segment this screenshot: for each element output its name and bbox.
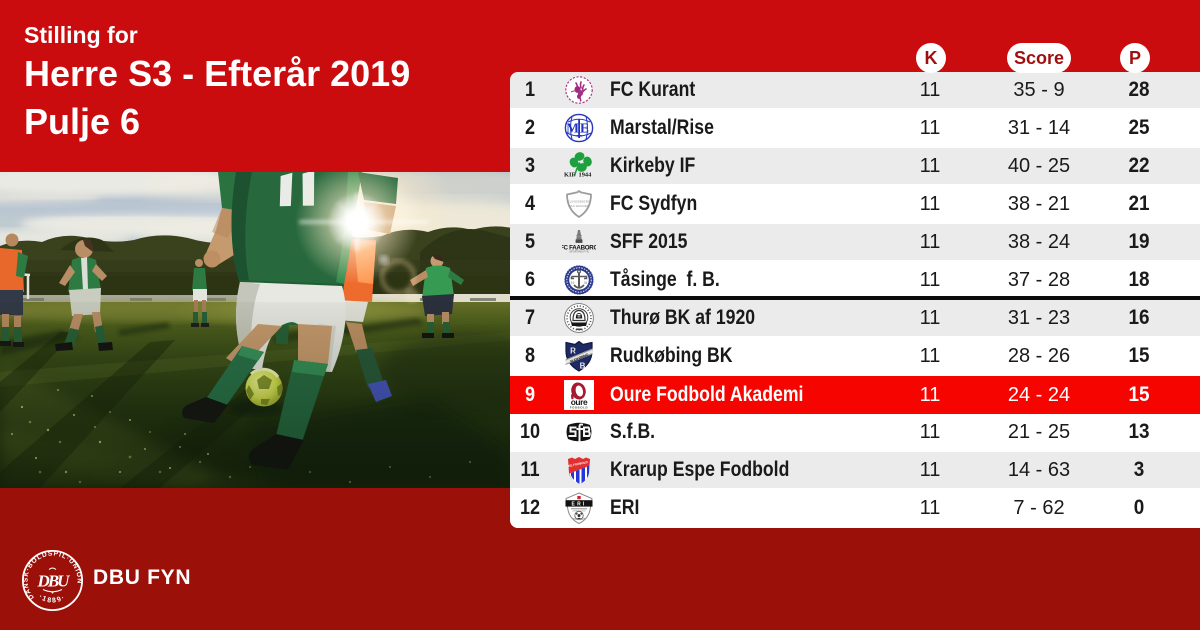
svg-text:KIF: KIF bbox=[564, 172, 575, 179]
svg-text:1944: 1944 bbox=[579, 172, 593, 179]
svg-text:SPORTING FYN: SPORTING FYN bbox=[569, 250, 589, 254]
svg-text:34: 34 bbox=[584, 281, 588, 285]
svg-text:KLINGSBJERG: KLINGSBJERG bbox=[567, 200, 591, 204]
svg-text:19: 19 bbox=[571, 281, 575, 285]
svg-text:FC FAABORG: FC FAABORG bbox=[562, 244, 596, 251]
svg-text:RUDKØBING: RUDKØBING bbox=[570, 353, 590, 364]
svg-text:·1889·: ·1889· bbox=[37, 593, 67, 604]
svg-text:B: B bbox=[580, 362, 586, 371]
svg-text:KE FODBOLD: KE FODBOLD bbox=[568, 460, 589, 468]
svg-text:oure: oure bbox=[571, 397, 588, 407]
svg-text:M: M bbox=[566, 121, 579, 136]
svg-text:DBU: DBU bbox=[37, 572, 71, 591]
svg-text:R: R bbox=[570, 347, 576, 356]
svg-text:PAA HOLDEN: PAA HOLDEN bbox=[569, 204, 590, 208]
svg-text:ERI: ERI bbox=[572, 501, 587, 507]
svg-text:E: E bbox=[580, 121, 589, 136]
svg-text:FODBOLD: FODBOLD bbox=[570, 405, 588, 409]
